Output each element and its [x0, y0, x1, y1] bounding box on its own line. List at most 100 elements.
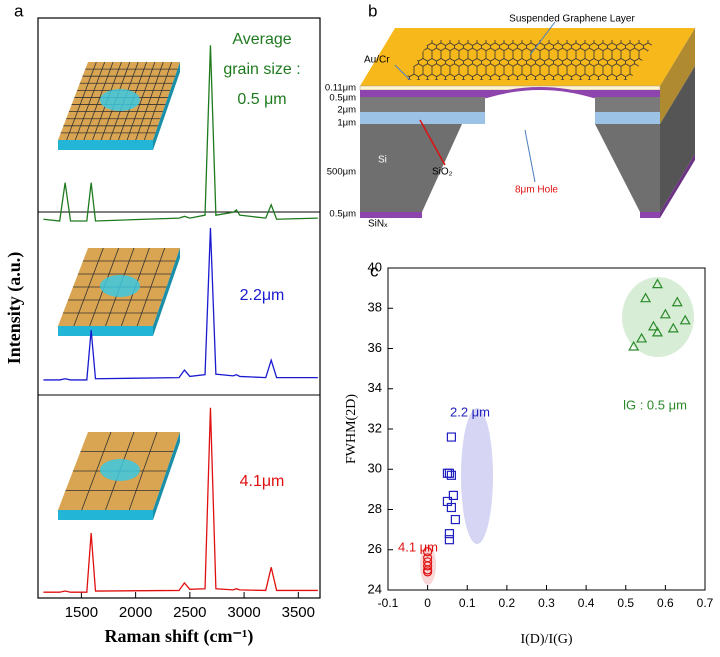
si-block — [595, 124, 660, 212]
panel-label: a — [14, 1, 24, 20]
point — [444, 535, 455, 545]
series-label: lG : 0.5 μm — [623, 397, 687, 412]
spectrum — [43, 45, 318, 222]
annotation: grain size : — [223, 61, 300, 78]
point — [423, 561, 433, 571]
x-tick-label: 0.4 — [578, 596, 595, 610]
device-diagram: Suspended Graphene Layer Au/Cr 0.11μm 0.… — [325, 14, 695, 230]
series-label: 2.2 μm — [450, 404, 490, 419]
x-tick-label: 0.7 — [697, 596, 714, 610]
x-tick-label: 0.5 — [617, 596, 634, 610]
suspended-graphene — [484, 87, 596, 99]
point — [640, 292, 652, 303]
x-tick-label: 0 — [424, 596, 431, 610]
graphene — [405, 40, 655, 80]
sinx-layer — [640, 212, 660, 218]
point — [671, 296, 683, 307]
cluster-shade — [622, 277, 694, 357]
y-tick-label: 36 — [368, 340, 382, 355]
pointer — [529, 21, 556, 56]
diagram-label: SiO₂ — [432, 167, 453, 178]
y-axis-title: FWHM(2D) — [344, 394, 359, 464]
diagram-label: Si — [378, 155, 387, 166]
inset-hole — [100, 459, 140, 481]
inset-side — [58, 510, 153, 520]
inset-crack — [143, 61, 173, 141]
point — [659, 308, 671, 319]
point — [423, 567, 433, 577]
x-tick-label: -0.1 — [378, 596, 399, 610]
side-face — [660, 28, 695, 124]
point — [647, 320, 660, 331]
point — [679, 314, 691, 325]
panel-label: c — [370, 261, 379, 280]
inset-side — [153, 62, 180, 150]
point — [446, 502, 456, 513]
diagram-label: Au/Cr — [364, 55, 390, 66]
point — [444, 529, 455, 539]
layer — [359, 85, 661, 91]
pointer — [524, 129, 536, 183]
point — [446, 432, 456, 442]
layer-label: 0.11μm — [325, 83, 356, 94]
pointer — [419, 119, 446, 166]
y-tick-label: 28 — [368, 501, 382, 516]
series-label: 4.1 μm — [398, 539, 438, 554]
diagram-label: SiNₓ — [368, 219, 388, 230]
inset-hole — [100, 275, 140, 297]
x-tick-label: 0.2 — [499, 596, 516, 610]
layer-label: 0.5μm — [329, 209, 356, 220]
x-tick-label: 3000 — [227, 604, 260, 621]
cluster-shade — [461, 408, 493, 544]
inset-side — [58, 326, 153, 336]
diagram-label: 8μm Hole — [515, 185, 558, 196]
layer-label: 0.5μm — [329, 93, 356, 104]
plot-frame — [37, 17, 321, 599]
x-axis-title: Raman shift (cm⁻¹) — [105, 626, 254, 647]
inset-side — [58, 140, 153, 150]
diagram-label: Suspended Graphene Layer — [509, 14, 635, 25]
point — [651, 278, 663, 289]
x-tick-label: 0.3 — [538, 596, 555, 610]
panel-label: b — [368, 1, 377, 20]
inset-crack — [128, 431, 158, 511]
point — [448, 490, 458, 501]
point — [651, 326, 663, 337]
spectrum — [43, 227, 318, 381]
inset-crack — [83, 61, 114, 141]
y-tick-label: 40 — [368, 259, 382, 274]
x-tick-label: 3500 — [282, 604, 315, 621]
series-label: 4.1μm — [240, 473, 285, 490]
si-block — [360, 124, 462, 212]
spectrum — [43, 407, 318, 593]
series-label: 2.2μm — [240, 287, 285, 304]
inset-crack — [135, 61, 164, 141]
point — [446, 470, 456, 480]
layer-label: 1μm — [337, 118, 356, 129]
point — [636, 332, 648, 343]
y-tick-label: 26 — [368, 541, 382, 556]
y-tick-label: 38 — [368, 300, 382, 315]
inset-crack — [74, 61, 106, 141]
pointer — [394, 64, 411, 81]
y-tick-label: 30 — [368, 461, 382, 476]
y-axis-title: Intensity (a.u.) — [4, 252, 25, 365]
inset-crack — [66, 61, 97, 141]
sinx-layer — [360, 212, 422, 218]
point — [423, 547, 433, 557]
si-side — [660, 66, 695, 212]
x-tick-label: 2000 — [119, 604, 152, 621]
x-tick-label: 2500 — [173, 604, 206, 621]
x-tick-label: 0.6 — [657, 596, 674, 610]
series-label: 0.5 μm — [237, 91, 286, 108]
annotation: Average — [232, 31, 291, 48]
layer-label: 500μm — [327, 167, 356, 178]
x-tick-label: 1500 — [65, 604, 98, 621]
inset-crack — [136, 247, 166, 327]
point — [450, 514, 460, 525]
y-tick-label: 32 — [368, 420, 382, 435]
layer-label: 2μm — [337, 105, 356, 116]
sinx-side — [660, 154, 695, 218]
x-axis-title: I(D)/I(G) — [520, 632, 572, 647]
